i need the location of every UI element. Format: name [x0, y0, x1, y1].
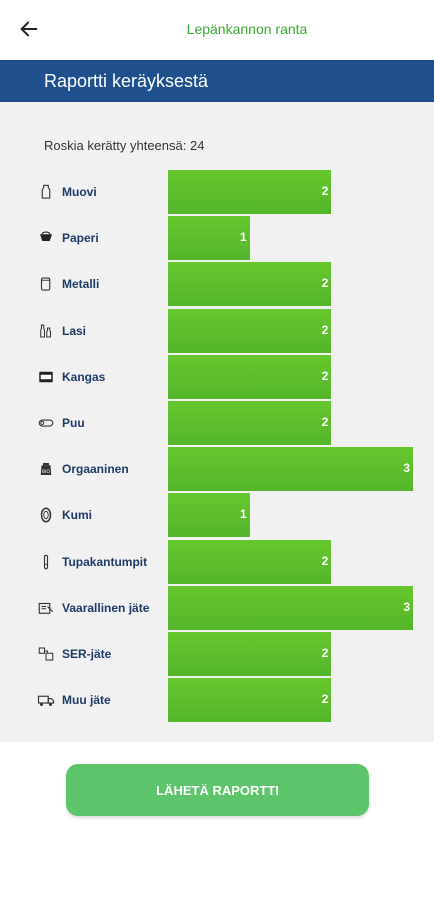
wood-icon: [36, 413, 56, 433]
tire-icon: [36, 505, 56, 525]
category-label-group: Paperi: [36, 216, 99, 260]
chart-row: Kangas 2: [0, 354, 434, 399]
send-report-button[interactable]: LÄHETÄ RAPORTTI: [66, 764, 369, 816]
chart-row: BIO Orgaaninen 3: [0, 447, 434, 492]
location-title: Lepänkannon ranta: [186, 21, 308, 37]
chart-row: Vaarallinen jäte 3: [0, 585, 434, 630]
chart-bar: 2: [168, 170, 332, 214]
bar-value-label: 2: [321, 368, 329, 383]
category-label-group: Muu jäte: [36, 678, 111, 722]
hazard-icon: [36, 598, 56, 618]
category-label: Tupakantumpit: [62, 554, 148, 569]
bar-value-label: 2: [321, 276, 329, 291]
category-label-group: Tupakantumpit: [36, 540, 147, 584]
category-label-group: Vaarallinen jäte: [36, 586, 149, 630]
food-bag-icon: BIO: [36, 459, 56, 479]
chart-row: Muovi 2: [0, 170, 434, 214]
chart-row: Kumi 1: [0, 493, 434, 538]
bar-value-label: 3: [403, 599, 410, 614]
chart-row: Puu 2: [0, 401, 434, 445]
chart-bar: 2: [168, 632, 332, 676]
bottle-icon: [36, 182, 56, 202]
chart-bar: 2: [168, 262, 332, 307]
chart-bar: 2: [168, 401, 332, 445]
category-label: Lasi: [62, 323, 87, 338]
footer: LÄHETÄ RAPORTTI: [0, 742, 434, 900]
total-count: Roskia kerätty yhteensä: 24: [44, 138, 205, 153]
category-label: Vaarallinen jäte: [62, 600, 150, 615]
bar-value-label: 2: [321, 415, 329, 429]
category-label: Paperi: [62, 231, 99, 246]
category-label-group: BIO Orgaaninen: [36, 447, 129, 491]
category-label-group: Metalli: [36, 262, 99, 306]
category-label: Muovi: [62, 185, 97, 199]
bar-value-label: 2: [321, 553, 329, 568]
category-label: Kangas: [62, 369, 106, 384]
chart-row: Muu jäte 2: [0, 678, 434, 723]
chart-row: Lasi 2: [0, 308, 434, 353]
bar-value-label: 2: [321, 646, 329, 660]
cup-icon: [36, 228, 56, 248]
category-label-group: Kumi: [36, 493, 92, 537]
bar-value-label: 1: [239, 230, 247, 245]
chart-bar: 2: [168, 308, 332, 353]
bar-value-label: 2: [321, 692, 329, 707]
category-label-group: Puu: [36, 401, 85, 445]
chart-bar: 2: [168, 539, 332, 584]
back-button[interactable]: [16, 16, 42, 42]
chart-row: SER-jäte 2: [0, 632, 434, 676]
category-label-group: Lasi: [36, 309, 86, 353]
chart-bar: 3: [168, 447, 413, 492]
arrow-left-icon: [20, 21, 38, 37]
report-content: Roskia kerätty yhteensä: 24 Muovi 2 Paperi…: [0, 102, 434, 742]
bar-value-label: 2: [321, 184, 329, 198]
cigarette-butt-icon: [36, 552, 56, 572]
category-label: Kumi: [62, 508, 92, 523]
chart-row: Metalli 2: [0, 262, 434, 307]
chart-row: Paperi 1: [0, 216, 434, 261]
category-label-group: Muovi: [36, 170, 97, 214]
bar-value-label: 1: [239, 507, 247, 522]
chart-bar: 3: [168, 585, 413, 630]
waste-chart: Muovi 2 Paperi 1 Metalli 2 Lasi 2 Kangas 2 Puu 2 BIO…: [0, 102, 434, 742]
report-title: Raportti keräyksestä: [44, 71, 209, 91]
report-header: Raportti keräyksestä: [0, 60, 434, 102]
svg-text:BIO: BIO: [42, 469, 50, 475]
category-label: SER-jäte: [62, 647, 112, 661]
chart-bar: 1: [168, 493, 250, 538]
glass-bottle-icon: [36, 321, 56, 341]
fabric-icon: [36, 367, 56, 387]
category-label-group: Kangas: [36, 355, 105, 399]
chart-bar: 2: [168, 354, 332, 399]
category-label: Muu jäte: [62, 693, 111, 708]
truck-icon: [36, 690, 56, 710]
category-label: Metalli: [62, 277, 100, 292]
can-icon: [36, 274, 56, 294]
category-label: Puu: [62, 416, 85, 430]
bar-value-label: 2: [321, 322, 329, 337]
chart-bar: 2: [168, 678, 332, 723]
top-bar: Lepänkannon ranta: [0, 0, 434, 60]
category-label: Orgaaninen: [62, 462, 129, 477]
category-label-group: SER-jäte: [36, 632, 111, 676]
bar-value-label: 3: [403, 461, 410, 476]
chart-bar: 1: [168, 216, 250, 261]
electronics-icon: [36, 644, 56, 664]
chart-row: Tupakantumpit 2: [0, 539, 434, 584]
